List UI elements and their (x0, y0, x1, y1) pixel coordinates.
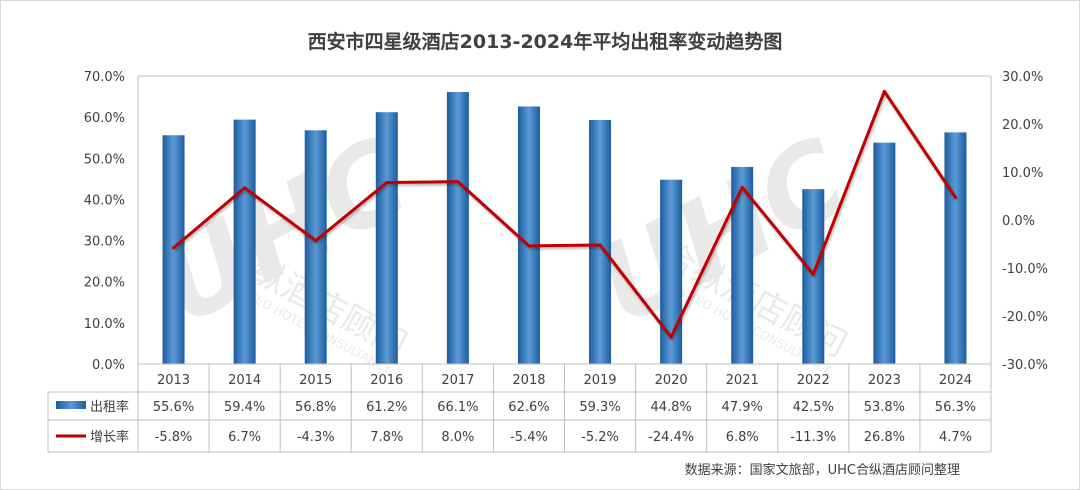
occupancy-value: 53.8% (864, 400, 905, 415)
y-left-tick-label: 50.0% (84, 152, 125, 167)
occupancy-value: 47.9% (722, 400, 763, 415)
x-tick-label: 2015 (299, 373, 332, 388)
y-left-tick-label: 30.0% (84, 235, 125, 250)
bar-2013 (162, 135, 185, 364)
occupancy-value: 56.8% (295, 400, 336, 415)
growth-point-2021 (740, 185, 744, 189)
legend-label-growth: 增长率 (90, 429, 129, 445)
y-right-tick-label: 30.0% (1002, 70, 1043, 85)
bar-2018 (517, 106, 540, 365)
y-left-tick-label: 40.0% (84, 193, 125, 208)
bar-2023 (873, 142, 896, 364)
data-table (47, 363, 992, 453)
growth-value: -11.3% (790, 430, 836, 445)
y-left-tick-label: 20.0% (84, 276, 125, 291)
chart-title: 西安市四星级酒店2013-2024年平均出租率变动趋势图 (308, 30, 783, 53)
growth-value: 6.7% (228, 430, 261, 445)
growth-value: 7.8% (370, 430, 403, 445)
growth-point-2015 (314, 239, 318, 243)
occupancy-value: 56.3% (935, 400, 976, 415)
occupancy-value: 55.6% (153, 400, 194, 415)
x-tick-label: 2020 (655, 373, 688, 388)
bar-2024 (944, 132, 967, 364)
growth-point-2019 (598, 243, 602, 247)
x-tick-label: 2021 (726, 373, 759, 388)
growth-value: -24.4% (648, 430, 694, 445)
bar-2022 (802, 189, 825, 364)
bar-2014 (233, 119, 256, 365)
y-left-tick-label: 60.0% (84, 111, 125, 126)
occupancy-value: 42.5% (793, 400, 834, 415)
growth-point-2020 (669, 335, 673, 339)
growth-point-2024 (953, 195, 957, 199)
y-left-tick-label: 10.0% (84, 317, 125, 332)
y-right-tick-label: 20.0% (1002, 118, 1043, 133)
bar-2015 (304, 130, 327, 364)
occupancy-value: 66.1% (437, 400, 478, 415)
growth-value: 26.8% (864, 430, 905, 445)
legend-label-occupancy: 出租率 (90, 399, 129, 415)
bar-2020 (660, 179, 683, 364)
growth-point-2018 (527, 244, 531, 248)
x-tick-label: 2022 (797, 373, 830, 388)
bar-2016 (375, 112, 398, 364)
growth-value: -5.8% (155, 430, 193, 445)
growth-value: 6.8% (726, 430, 759, 445)
source-note: 数据来源：国家文旅部，UHC合纵酒店顾问整理 (685, 462, 960, 478)
y-right-tick-label: -20.0% (1002, 310, 1048, 325)
occupancy-value: 44.8% (650, 400, 691, 415)
y-left-tick-label: 70.0% (84, 70, 125, 85)
growth-value: 4.7% (939, 430, 972, 445)
x-tick-label: 2016 (370, 373, 403, 388)
growth-value: 8.0% (441, 430, 474, 445)
x-tick-label: 2017 (441, 373, 474, 388)
y-right-tick-label: 10.0% (1002, 166, 1043, 181)
growth-value: -4.3% (297, 430, 335, 445)
bar-2017 (446, 92, 469, 364)
occupancy-value: 61.2% (366, 400, 407, 415)
y-right-tick-label: -10.0% (1002, 262, 1048, 277)
y-left-tick-label: 0.0% (92, 358, 125, 373)
x-tick-label: 2018 (512, 373, 545, 388)
bar-2021 (731, 166, 754, 364)
occupancy-value: 59.3% (579, 400, 620, 415)
growth-rate-line (172, 89, 957, 339)
growth-value: -5.4% (510, 430, 548, 445)
growth-point-2023 (882, 89, 886, 93)
occupancy-value: 59.4% (224, 400, 265, 415)
occupancy-value: 62.6% (508, 400, 549, 415)
growth-point-2013 (172, 246, 176, 250)
y-right-tick-label: -30.0% (1002, 358, 1048, 373)
legend-key-bar (56, 401, 86, 409)
x-tick-label: 2019 (583, 373, 616, 388)
x-tick-label: 2023 (868, 373, 901, 388)
growth-point-2016 (385, 181, 389, 185)
x-tick-label: 2024 (939, 373, 972, 388)
x-tick-label: 2013 (157, 373, 190, 388)
y-right-tick-label: 0.0% (1002, 214, 1035, 229)
growth-value: -5.2% (581, 430, 619, 445)
growth-point-2017 (456, 180, 460, 184)
growth-point-2022 (811, 272, 815, 276)
bar-2019 (589, 120, 612, 364)
x-tick-label: 2014 (228, 373, 261, 388)
growth-point-2014 (243, 186, 247, 190)
